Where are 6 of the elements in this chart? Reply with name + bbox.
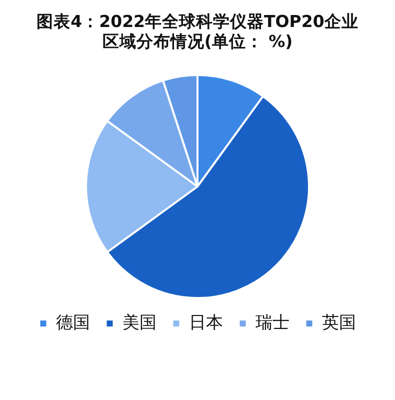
legend-label: 英国 — [322, 312, 356, 333]
legend-label: 日本 — [188, 312, 223, 333]
legend-label: 美国 — [122, 312, 156, 333]
legend-label: 德国 — [56, 312, 90, 333]
chart-title: 图表4：2022年全球科学仪器TOP20企业区域分布情况(单位： %) — [36, 11, 360, 52]
legend-label: 瑞士 — [255, 312, 290, 333]
